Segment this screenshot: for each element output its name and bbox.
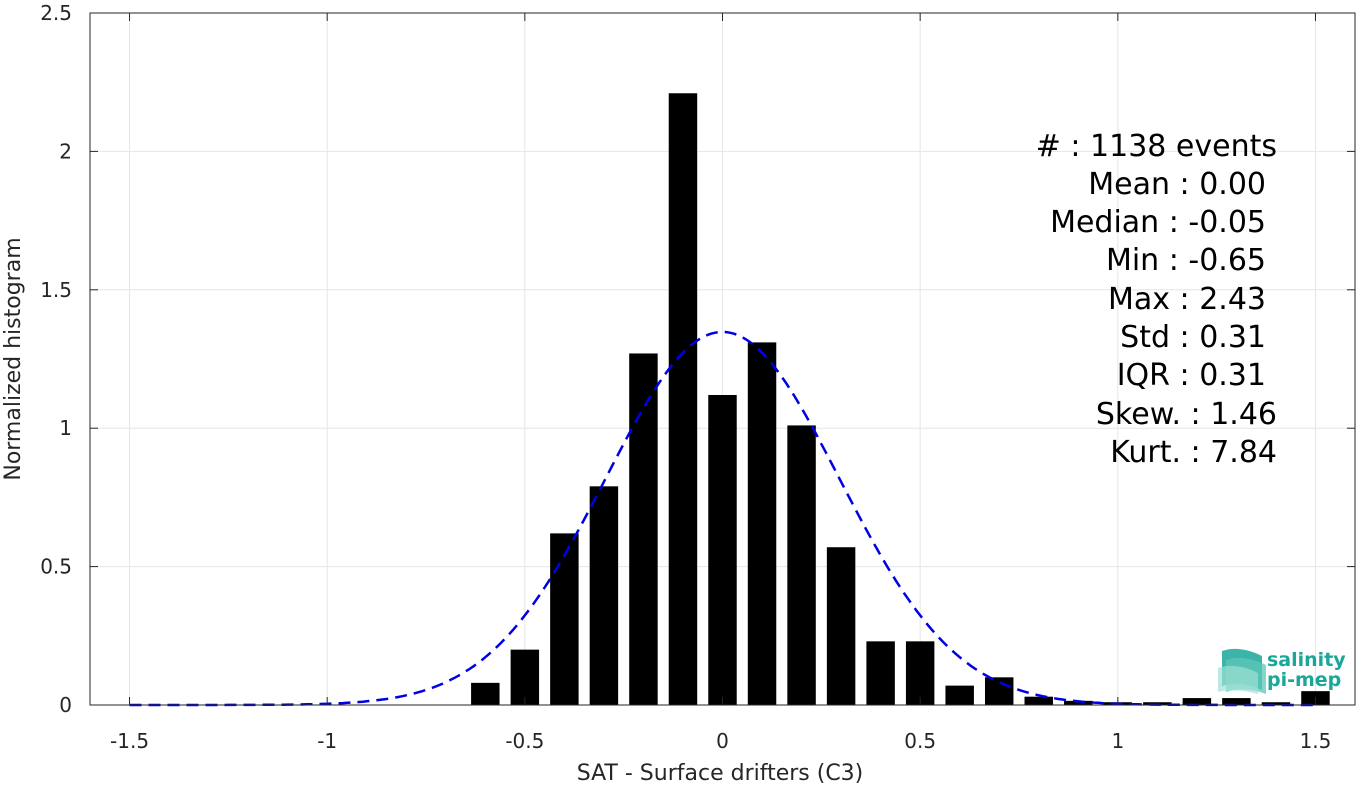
histogram-bar <box>984 677 1014 705</box>
y-axis-title: Normalized histogram <box>1 237 26 480</box>
histogram-bar <box>550 533 579 705</box>
histogram-bar <box>945 685 974 705</box>
histogram-bar <box>1261 702 1291 705</box>
x-tick-label: 1.5 <box>1300 729 1332 753</box>
x-axis-title: SAT - Surface drifters (C3) <box>577 761 864 785</box>
y-tick-label: 2.5 <box>40 1 72 25</box>
x-tick-labels: -1.5 -1 -0.5 0 0.5 1 1.5 <box>110 729 1331 753</box>
y-tick-label: 0 <box>59 693 72 717</box>
stat-kurt: Kurt. : 7.84 <box>1110 435 1277 470</box>
salinity-pi-mep-logo-icon <box>1218 648 1266 694</box>
x-tick-label: -1.5 <box>110 729 149 753</box>
x-tick-label: 0 <box>716 729 729 753</box>
stat-median: Median : -0.05 <box>1050 205 1266 240</box>
histogram-bar <box>708 394 737 705</box>
histogram-bar <box>866 641 895 705</box>
x-tick-label: -0.5 <box>505 729 544 753</box>
histogram-bar <box>1222 698 1251 705</box>
stat-events: # : 1138 events <box>1036 129 1277 164</box>
y-tick-label: 2 <box>59 139 72 163</box>
histogram-bar <box>787 425 816 705</box>
y-tick-label: 0.5 <box>40 555 72 579</box>
stat-std: Std : 0.31 <box>1120 320 1266 355</box>
histogram-bar <box>905 641 935 705</box>
histogram-bars <box>471 93 1330 706</box>
y-tick-labels: 0 0.5 1 1.5 2 2.5 <box>40 1 72 717</box>
axis-ticks <box>90 12 1355 706</box>
y-tick-label: 1 <box>59 416 72 440</box>
stat-skew: Skew. : 1.46 <box>1096 397 1277 432</box>
statistics-annotation: # : 1138 events Mean : 0.00 Median : -0.… <box>1036 129 1277 470</box>
histogram-bar <box>1024 696 1053 705</box>
y-tick-label: 1.5 <box>40 278 72 302</box>
x-tick-label: 0.5 <box>904 729 936 753</box>
stat-max: Max : 2.43 <box>1108 282 1266 317</box>
stat-min: Min : -0.65 <box>1106 243 1266 278</box>
histogram-bar <box>1064 700 1093 705</box>
x-tick-label: -1 <box>317 729 337 753</box>
histogram-bar <box>629 353 658 705</box>
histogram-bar <box>668 93 698 706</box>
salinity-pi-mep-logo: salinity pi-mep <box>1218 648 1346 694</box>
histogram-bar <box>747 342 777 705</box>
stat-iqr: IQR : 0.31 <box>1117 358 1266 393</box>
histogram-bar <box>471 682 500 705</box>
x-tick-label: 1 <box>1111 729 1124 753</box>
histogram-bar <box>826 547 856 705</box>
histogram-bar <box>510 649 540 705</box>
histogram-bar <box>589 486 619 705</box>
histogram-bar <box>1182 698 1212 705</box>
logo-line1: salinity <box>1267 649 1346 671</box>
stat-mean: Mean : 0.00 <box>1088 167 1266 202</box>
logo-line2: pi-mep <box>1267 669 1341 691</box>
